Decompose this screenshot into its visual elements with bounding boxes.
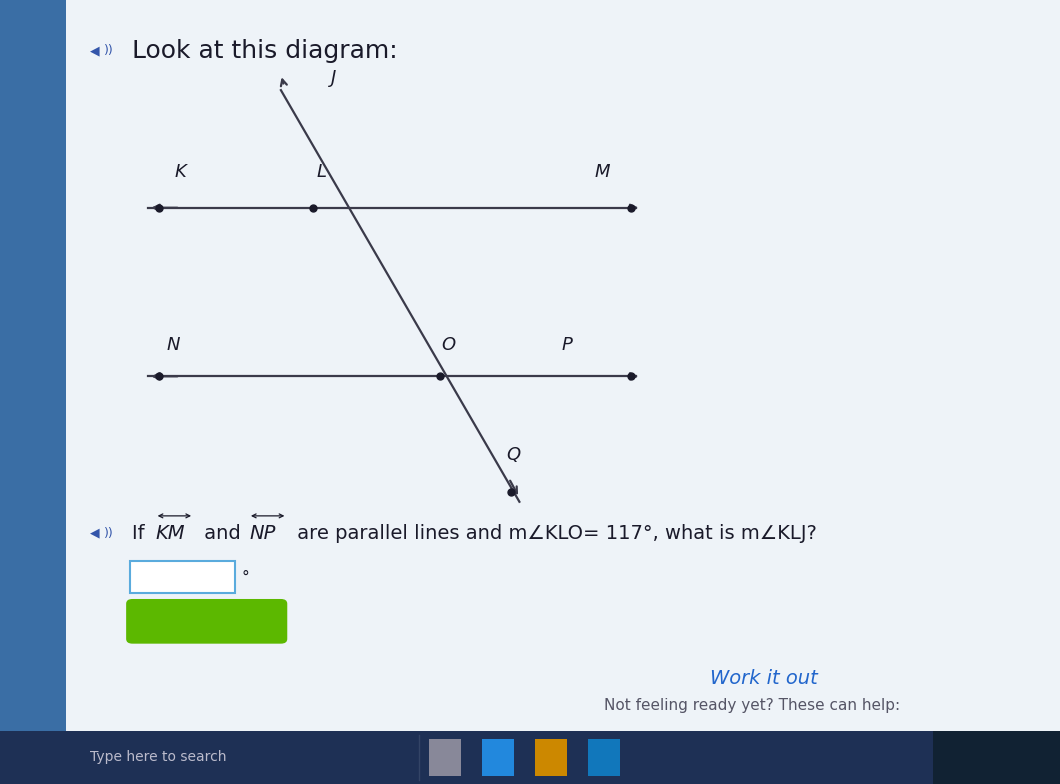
Text: O: O [441,336,456,354]
Text: If: If [132,524,152,543]
Bar [933,731,1060,784]
Bar [588,739,620,776]
Bar [535,739,567,776]
Text: L: L [316,164,326,181]
Text: °: ° [242,569,249,585]
FancyBboxPatch shape [130,561,235,593]
Text: KM: KM [156,524,186,543]
Bar [429,739,461,776]
Text: and: and [198,524,247,543]
Text: Q: Q [506,446,520,463]
Bar [0,0,66,784]
FancyBboxPatch shape [66,0,1060,784]
Text: N: N [166,336,179,354]
Text: are parallel lines and m∠KLO= 117°, what is m∠KLJ?: are parallel lines and m∠KLO= 117°, what… [292,524,817,543]
Text: M: M [595,164,610,181]
Text: NP: NP [249,524,276,543]
FancyBboxPatch shape [126,599,287,644]
Text: K: K [174,164,187,181]
Bar [482,739,514,776]
Text: ◀: ◀ [90,527,100,539]
Text: P: P [562,336,572,354]
Text: ◀: ◀ [90,45,100,57]
Text: )): )) [104,527,113,539]
Text: Not feeling ready yet? These can help:: Not feeling ready yet? These can help: [604,698,900,713]
Text: Submit: Submit [171,612,243,630]
Text: Look at this diagram:: Look at this diagram: [132,39,399,63]
Text: J: J [332,70,336,87]
Text: )): )) [104,45,113,57]
Text: Type here to search: Type here to search [90,750,227,764]
Bar [0,731,1060,784]
Text: Work it out: Work it out [710,669,818,688]
